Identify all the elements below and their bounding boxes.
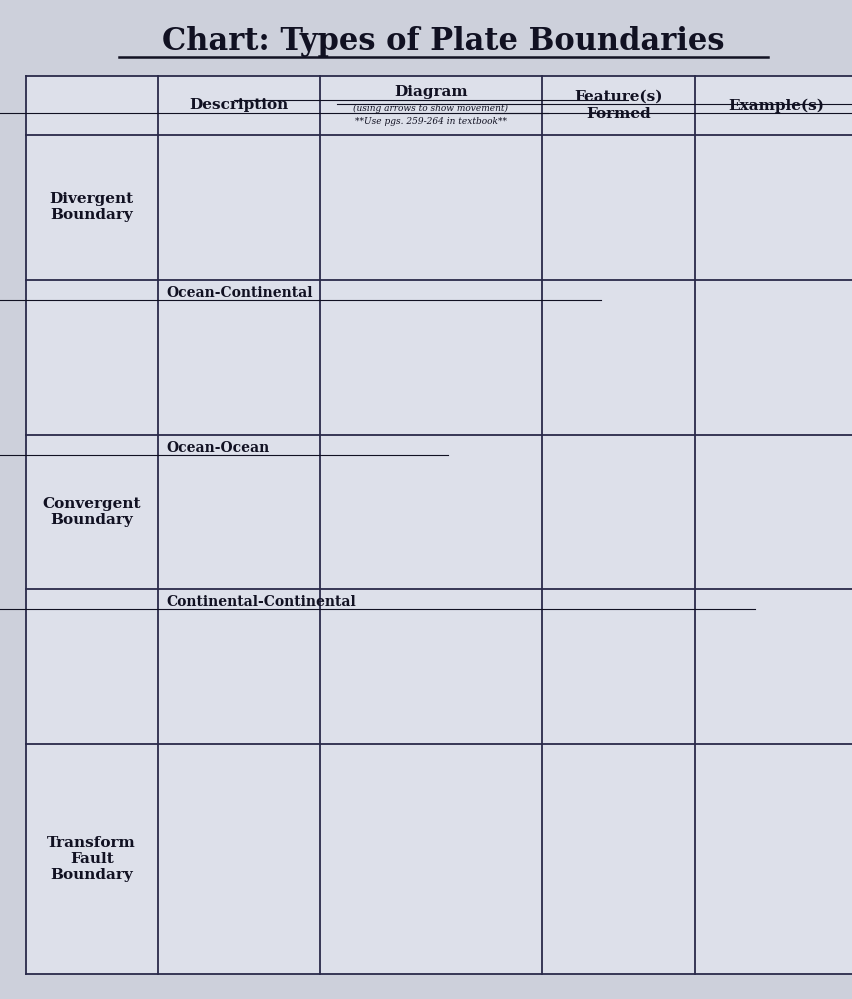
Text: Ocean-Continental: Ocean-Continental (166, 286, 313, 300)
Text: Transform
Fault
Boundary: Transform Fault Boundary (47, 836, 136, 882)
Text: Example(s): Example(s) (728, 98, 823, 113)
Bar (26, 76, 852, 974)
Text: Diagram: Diagram (394, 85, 467, 100)
Text: Convergent
Boundary: Convergent Boundary (43, 497, 141, 527)
Text: Formed: Formed (585, 107, 650, 122)
Text: Chart: Types of Plate Boundaries: Chart: Types of Plate Boundaries (162, 26, 724, 58)
Text: **Use pgs. 259-264 in textbook**: **Use pgs. 259-264 in textbook** (354, 117, 506, 126)
Text: Feature(s): Feature(s) (573, 89, 662, 104)
Text: Continental-Continental: Continental-Continental (166, 595, 355, 609)
Text: (using arrows to show movement): (using arrows to show movement) (353, 104, 508, 113)
Text: Description: Description (189, 98, 288, 113)
Text: Divergent
Boundary: Divergent Boundary (49, 192, 134, 223)
Text: Ocean-Ocean: Ocean-Ocean (166, 441, 269, 455)
